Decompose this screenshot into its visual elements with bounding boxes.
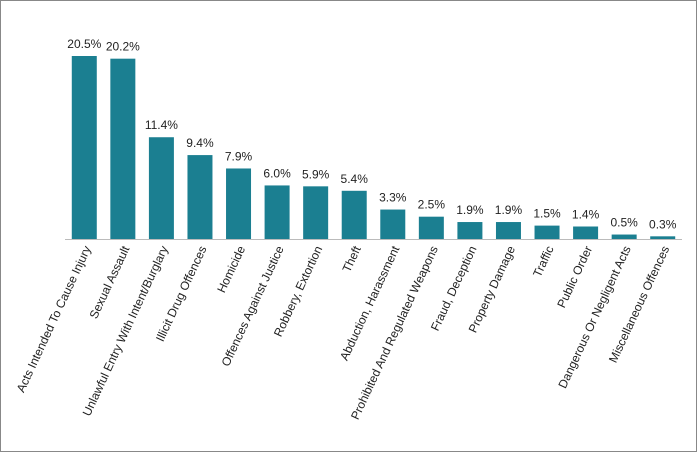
value-label: 1.4% <box>572 208 600 222</box>
value-label: 5.4% <box>341 172 369 186</box>
bar <box>71 56 97 239</box>
value-label: 2.5% <box>418 198 446 212</box>
bar <box>650 236 676 239</box>
bar <box>303 186 329 239</box>
bar <box>495 222 521 239</box>
value-label: 20.2% <box>106 40 140 54</box>
bar <box>110 58 136 240</box>
value-label: 1.5% <box>533 207 561 221</box>
bar <box>418 216 444 239</box>
bar <box>341 190 367 239</box>
value-label: 20.5% <box>67 37 101 51</box>
value-label: 9.4% <box>186 136 214 150</box>
bar <box>148 137 174 239</box>
bar <box>534 225 560 239</box>
value-label: 1.9% <box>456 203 484 217</box>
bar <box>264 185 290 239</box>
value-label: 0.5% <box>610 216 638 230</box>
value-label: 7.9% <box>225 149 253 163</box>
value-label: 6.0% <box>263 166 291 180</box>
bar <box>611 234 637 239</box>
value-label: 1.9% <box>495 203 523 217</box>
value-label: 3.3% <box>379 191 407 205</box>
bar <box>457 222 483 239</box>
value-label: 0.3% <box>649 217 677 231</box>
bar <box>380 209 406 239</box>
value-label: 5.9% <box>302 167 330 181</box>
bar <box>573 226 599 239</box>
bar <box>187 155 213 239</box>
value-label: 11.4% <box>145 118 178 132</box>
bar <box>226 168 252 239</box>
